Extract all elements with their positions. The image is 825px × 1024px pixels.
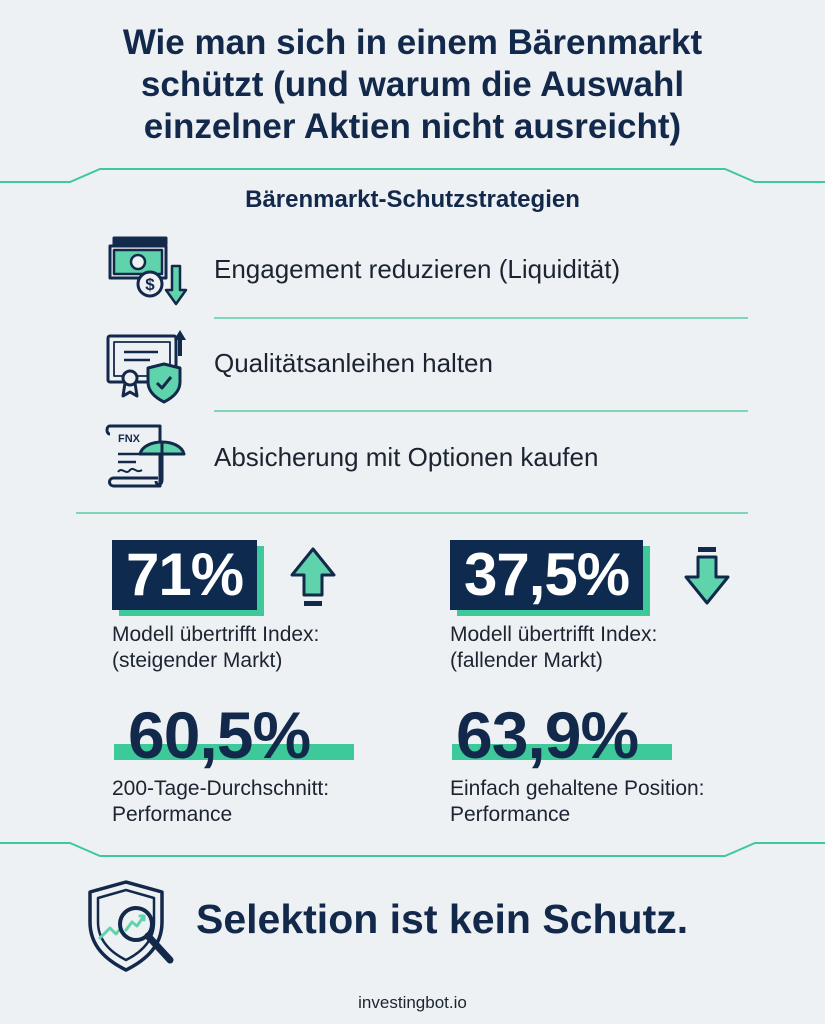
caption-line: Einfach gehaltene Position: bbox=[450, 777, 705, 800]
caption-line: 200-Tage-Durchschnitt: bbox=[112, 777, 330, 800]
stat-caption-buyhold: Einfach gehaltene Position: Performance bbox=[450, 776, 705, 828]
source-credit: investingbot.io bbox=[358, 993, 467, 1012]
stat-badge-falling: 37,5% bbox=[450, 540, 644, 610]
strategy-label: Absicherung mit Optionen kaufen bbox=[214, 442, 599, 472]
caption-line: Performance bbox=[450, 803, 571, 826]
row-divider bbox=[214, 410, 748, 412]
row-divider bbox=[214, 317, 748, 319]
icon-text: FNX bbox=[118, 433, 141, 445]
strategy-item-liquidity: $ Engagement reduzieren (Liquidität) bbox=[100, 232, 750, 312]
bond-certificate-shield-icon bbox=[106, 330, 186, 404]
cash-dollar-down-icon: $ bbox=[108, 236, 188, 306]
stat-badge-rising: 71% bbox=[112, 540, 258, 610]
caption-line: (fallender Markt) bbox=[450, 649, 603, 672]
up-arrow-icon bbox=[290, 547, 336, 606]
strategy-item-options: FNX Absicherung mit Optionen kaufen bbox=[100, 420, 750, 500]
stat-value-buyhold: 63,9% bbox=[456, 698, 639, 772]
closing-statement: Selektion ist kein Schutz. bbox=[196, 896, 689, 942]
page-title: Wie man sich in einem Bärenmarkt schützt… bbox=[40, 22, 785, 148]
stat-value-ma200: 60,5% bbox=[128, 698, 311, 772]
down-arrow-icon bbox=[684, 547, 730, 605]
caption-line: Modell übertrifft Index: bbox=[450, 623, 658, 646]
shield-magnifier-chart-icon bbox=[88, 880, 174, 972]
stat-highlight-bar bbox=[452, 744, 672, 760]
stat-highlight-bar bbox=[114, 744, 354, 760]
options-contract-umbrella-icon: FNX bbox=[105, 424, 186, 488]
caption-line: Modell übertrifft Index: bbox=[112, 623, 320, 646]
strategy-label: Engagement reduzieren (Liquidität) bbox=[214, 254, 621, 284]
caption-line: (steigender Markt) bbox=[112, 649, 283, 672]
stat-caption-rising: Modell übertrifft Index: (steigender Mar… bbox=[112, 622, 319, 674]
stat-caption-ma200: 200-Tage-Durchschnitt: Performance bbox=[112, 776, 329, 828]
section-divider bbox=[76, 512, 748, 514]
title-line-1: Wie man sich in einem Bärenmarkt bbox=[122, 23, 703, 62]
title-line-3: einzelner Aktien nicht ausreicht) bbox=[143, 107, 682, 146]
title-line-2: schützt (und warum die Auswahl bbox=[140, 65, 685, 104]
svg-text:$: $ bbox=[145, 275, 155, 294]
strategy-label: Qualitätsanleihen halten bbox=[214, 348, 493, 378]
strategy-item-bonds: Qualitätsanleihen halten bbox=[100, 326, 750, 406]
top-divider bbox=[0, 168, 825, 183]
bottom-divider bbox=[0, 842, 825, 857]
caption-line: Performance bbox=[112, 803, 233, 826]
section-heading: Bärenmarkt-Schutzstrategien bbox=[245, 186, 580, 213]
stat-caption-falling: Modell übertrifft Index: (fallender Mark… bbox=[450, 622, 657, 674]
